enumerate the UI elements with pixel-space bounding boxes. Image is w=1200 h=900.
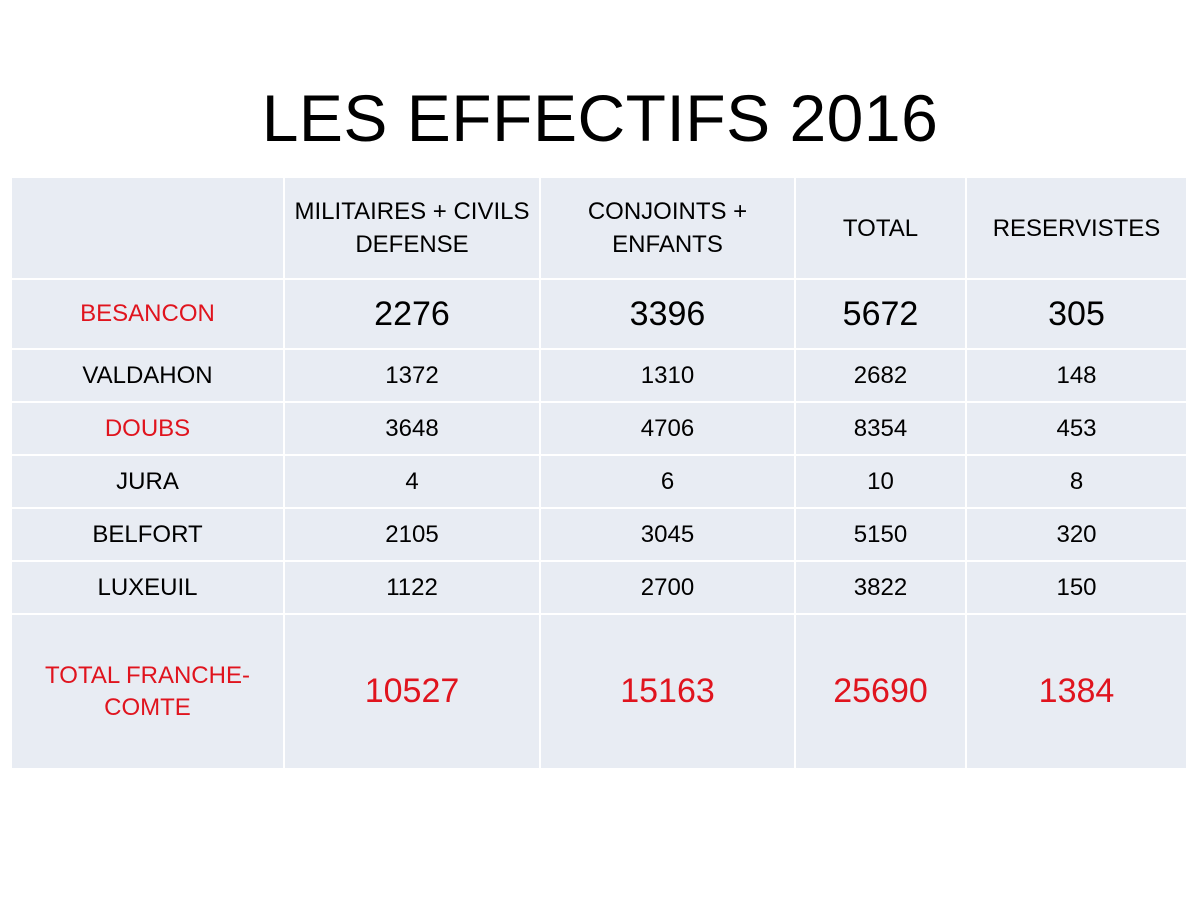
table-row-belfort: BELFORT 2105 3045 5150 320 <box>10 507 1188 562</box>
table-header-row: MILITAIRES + CIVILS DEFENSE CONJOINTS + … <box>10 176 1188 280</box>
cell-conjoints-enfants: 6 <box>539 454 796 509</box>
effectifs-table-container: MILITAIRES + CIVILS DEFENSE CONJOINTS + … <box>10 176 1188 770</box>
header-conjoints-enfants: CONJOINTS + ENFANTS <box>539 176 796 280</box>
cell-conjoints-enfants: 3396 <box>539 278 796 350</box>
cell-total: 25690 <box>794 613 967 770</box>
header-total: TOTAL <box>794 176 967 280</box>
cell-militaires-civils: 1122 <box>283 560 541 615</box>
cell-total: 8354 <box>794 401 967 456</box>
table-row-valdahon: VALDAHON 1372 1310 2682 148 <box>10 348 1188 403</box>
cell-total: 5150 <box>794 507 967 562</box>
cell-total: 10 <box>794 454 967 509</box>
header-cell-empty <box>10 176 285 280</box>
row-label: TOTAL FRANCHE-COMTE <box>10 613 285 770</box>
cell-conjoints-enfants: 2700 <box>539 560 796 615</box>
row-label: LUXEUIL <box>10 560 285 615</box>
row-label: VALDAHON <box>10 348 285 403</box>
cell-militaires-civils: 1372 <box>283 348 541 403</box>
cell-militaires-civils: 2105 <box>283 507 541 562</box>
row-label: DOUBS <box>10 401 285 456</box>
cell-conjoints-enfants: 3045 <box>539 507 796 562</box>
header-militaires-civils: MILITAIRES + CIVILS DEFENSE <box>283 176 541 280</box>
cell-reservistes: 320 <box>965 507 1188 562</box>
slide-title: LES EFFECTIFS 2016 <box>261 81 939 155</box>
table-row-jura: JURA 4 6 10 8 <box>10 454 1188 509</box>
cell-reservistes: 453 <box>965 401 1188 456</box>
header-reservistes: RESERVISTES <box>965 176 1188 280</box>
cell-reservistes: 1384 <box>965 613 1188 770</box>
row-label: BELFORT <box>10 507 285 562</box>
row-label: JURA <box>10 454 285 509</box>
cell-total: 2682 <box>794 348 967 403</box>
cell-militaires-civils: 3648 <box>283 401 541 456</box>
cell-militaires-civils: 10527 <box>283 613 541 770</box>
effectifs-table: MILITAIRES + CIVILS DEFENSE CONJOINTS + … <box>10 176 1188 770</box>
cell-conjoints-enfants: 4706 <box>539 401 796 456</box>
table-row-total-franche-comte: TOTAL FRANCHE-COMTE 10527 15163 25690 13… <box>10 613 1188 770</box>
cell-reservistes: 148 <box>965 348 1188 403</box>
cell-militaires-civils: 2276 <box>283 278 541 350</box>
row-label: BESANCON <box>10 278 285 350</box>
cell-reservistes: 8 <box>965 454 1188 509</box>
cell-reservistes: 150 <box>965 560 1188 615</box>
cell-militaires-civils: 4 <box>283 454 541 509</box>
cell-total: 3822 <box>794 560 967 615</box>
cell-conjoints-enfants: 15163 <box>539 613 796 770</box>
table-row-besancon: BESANCON 2276 3396 5672 305 <box>10 278 1188 350</box>
table-row-doubs: DOUBS 3648 4706 8354 453 <box>10 401 1188 456</box>
cell-reservistes: 305 <box>965 278 1188 350</box>
cell-total: 5672 <box>794 278 967 350</box>
cell-conjoints-enfants: 1310 <box>539 348 796 403</box>
table-row-luxeuil: LUXEUIL 1122 2700 3822 150 <box>10 560 1188 615</box>
